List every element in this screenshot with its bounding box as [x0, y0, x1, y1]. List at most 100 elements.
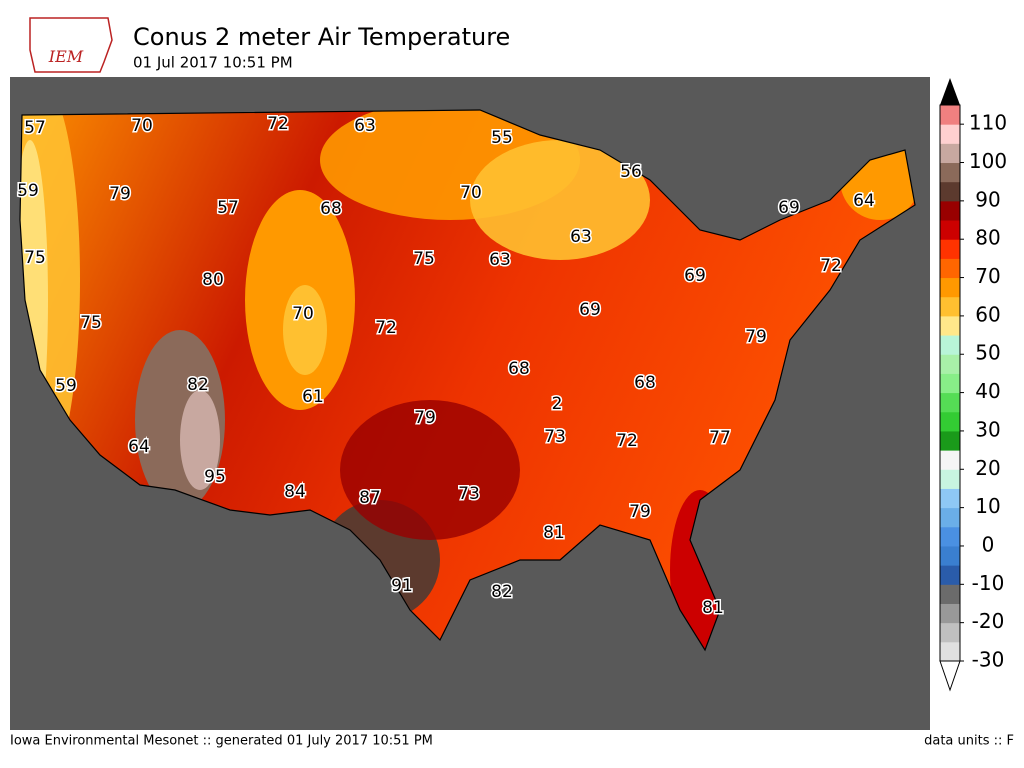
colorbar-segment: [940, 392, 960, 413]
contour-label: 84: [284, 482, 306, 502]
contour-label: 69: [778, 198, 800, 218]
contour-label: 75: [80, 313, 102, 333]
colorbar-tick-label: 0: [982, 532, 995, 556]
colorbar-segment: [940, 450, 960, 470]
colorbar-min-arrow: [939, 660, 961, 692]
colorbar-segment: [940, 258, 960, 279]
colorbar-max-arrow: [940, 78, 960, 105]
colorbar-segment: [940, 162, 960, 183]
colorbar-segment: [940, 622, 960, 643]
contour-label: 69: [684, 266, 706, 286]
logo-text: IEM: [48, 47, 84, 66]
contour-label: 79: [414, 408, 436, 428]
contour-label: 69: [579, 300, 601, 320]
colorbar-segment: [940, 641, 960, 662]
colorbar-segment: [940, 526, 960, 547]
colorbar-segment: [940, 411, 960, 432]
colorbar-segment: [940, 277, 960, 298]
contour-label: 2: [552, 394, 563, 414]
colorbar-tick-label: -30: [972, 648, 1005, 672]
colorbar-tick-label: 90: [975, 187, 1000, 211]
colorbar-tick-label: 40: [975, 379, 1000, 403]
colorbar-segment: [940, 545, 960, 566]
contour-label: 59: [17, 181, 39, 201]
contour-label: 73: [458, 484, 480, 504]
contour-label: 63: [570, 227, 592, 247]
contour-label: 68: [320, 199, 342, 219]
colorbar-segment: [940, 239, 960, 259]
contour-label: 95: [204, 467, 226, 487]
contour-label: 68: [508, 359, 530, 379]
contour-label: 72: [616, 431, 638, 451]
colorbar-segment: [940, 105, 960, 125]
colorbar-segment: [940, 335, 960, 355]
colorbar-tick-label: -20: [972, 609, 1005, 633]
colorbar-tick-label: 70: [975, 264, 1000, 288]
colorbar-segment: [940, 200, 960, 221]
colorbar-segment: [940, 124, 960, 144]
colorbar-frame: [939, 104, 961, 662]
contour-label: 56: [620, 162, 642, 182]
contour-label: 80: [202, 270, 224, 290]
contour-label: 79: [745, 327, 767, 347]
contour-label: 87: [359, 488, 381, 508]
contour-label: 81: [543, 523, 565, 543]
colorbar-tick-label: 10: [975, 494, 1000, 518]
title: Conus 2 meter Air Temperature: [133, 23, 510, 51]
colorbar-segment: [940, 220, 960, 240]
contour-label: 81: [702, 598, 724, 618]
contour-label: 61: [302, 387, 324, 407]
contour-label: 72: [267, 114, 289, 134]
contour-label: 73: [544, 427, 566, 447]
contour-label: 75: [24, 248, 46, 268]
contour-label: 55: [491, 128, 513, 148]
contour-label: 79: [629, 502, 651, 522]
contour-label: 59: [55, 376, 77, 396]
contour-label: 70: [131, 116, 153, 136]
contour-label: 77: [709, 428, 731, 448]
colorbar-segment: [940, 488, 960, 509]
colorbar-segment: [940, 296, 960, 317]
colorbar-tick-label: 110: [969, 111, 1007, 135]
contour-labels: 57 70 72 63 55 56 59 79 57 68 70 69 64 63 75 75 63 72 80 69…: [16, 113, 877, 620]
colorbar-tick-label: 20: [975, 456, 1000, 480]
colorbar-tick-label: 50: [975, 341, 1000, 365]
colorbar-segment: [940, 507, 960, 528]
contour-label: 82: [187, 375, 209, 395]
colorbar-segment: [940, 315, 960, 336]
contour-label: 79: [109, 184, 131, 204]
colorbar-segment: [940, 469, 960, 489]
colorbar-segment: [940, 143, 960, 164]
colorbar-tick-label: 80: [975, 226, 1000, 250]
colorbar-segment: [940, 354, 960, 374]
colorbar-segment: [940, 430, 960, 451]
contour-label: 70: [292, 304, 314, 324]
colorbar-segment: [940, 584, 960, 604]
contour-label: 64: [853, 191, 875, 211]
contour-label: 64: [128, 437, 150, 457]
footer-left: Iowa Environmental Mesonet :: generated …: [10, 734, 433, 749]
contour-label: 70: [460, 183, 482, 203]
contour-label: 63: [489, 250, 511, 270]
colorbar-tick-label: 60: [975, 302, 1000, 326]
footer-right: data units :: F: [924, 734, 1014, 749]
contour-label: 75: [413, 249, 435, 269]
contour-label: 57: [24, 118, 46, 138]
colorbar-tick-label: 30: [975, 417, 1000, 441]
logo: IEM: [29, 17, 113, 73]
colorbar-segment: [940, 373, 960, 394]
colorbar-segment: [940, 565, 960, 585]
contour-label: 57: [217, 198, 239, 218]
subtitle: 01 Jul 2017 10:51 PM: [133, 54, 293, 72]
colorbar-segment: [940, 181, 960, 202]
contour-label: 91: [391, 576, 413, 596]
contour-label: 63: [354, 116, 376, 136]
contour-label: 72: [375, 318, 397, 338]
contour-label: 82: [491, 582, 513, 602]
colorbar-tick-label: -10: [972, 571, 1005, 595]
colorbar-segment: [940, 603, 960, 624]
contour-label: 72: [820, 256, 842, 276]
colorbar-tick-label: 100: [969, 149, 1007, 173]
contour-label: 68: [634, 373, 656, 393]
